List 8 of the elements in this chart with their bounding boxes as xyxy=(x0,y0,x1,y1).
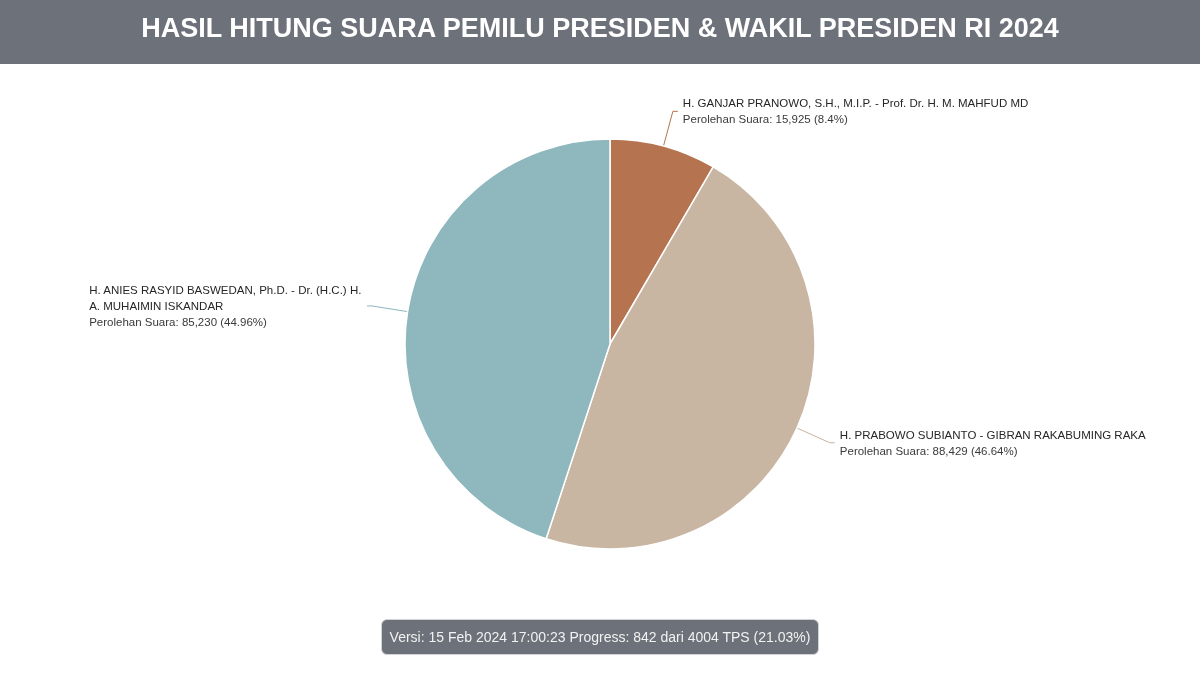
slice-label: H. GANJAR PRANOWO, S.H., M.I.P. - Prof. Dr. H. M. MAHFUD MD xyxy=(682,97,1029,110)
data-label: Perolehan Suara: 15,925 (8.4%) xyxy=(682,113,848,126)
slice-label: H. PRABOWO SUBIANTO - GIBRAN RAKABUMING RAKA xyxy=(839,428,1147,441)
data-label: Perolehan Suara: 85,230 (44.96%) xyxy=(89,315,268,328)
text: Versi: 15 Feb 2024 17:00:23 Progress: 842 dari 4004 TPS (21.03%) xyxy=(380,619,820,655)
chart-title: HASIL HITUNG SUARA PEMILU PRESIDEN & WAKIL PRESIDEN RI 2024 xyxy=(141,12,1059,44)
data-label: Perolehan Suara: 88,429 (46.64%) xyxy=(839,444,1018,457)
slice-label: H. ANIES RASYID BASWEDAN, Ph.D. - Dr. (H.C.) H. A. MUHAIMIN ISKANDAR xyxy=(89,283,362,312)
